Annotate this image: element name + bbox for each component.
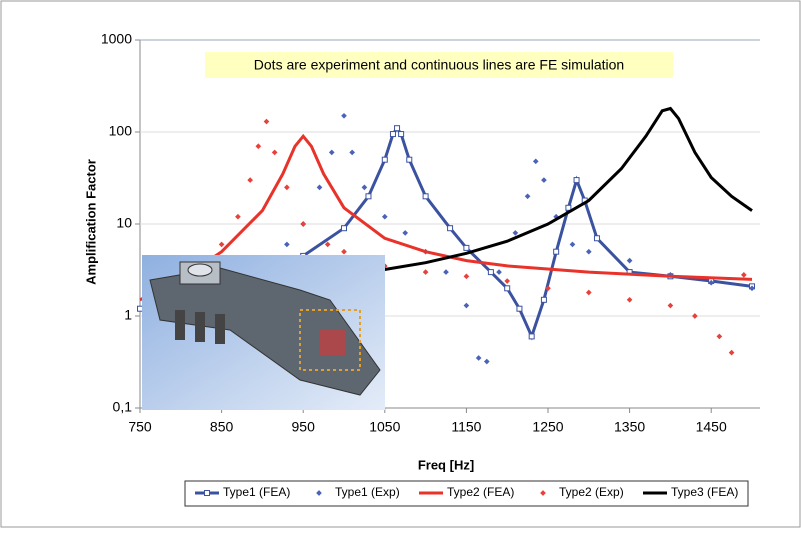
inset-image <box>142 255 385 410</box>
marker <box>138 306 143 311</box>
marker <box>488 270 493 275</box>
y-tick-label: 1 <box>124 307 132 323</box>
legend-label: Type2 (FEA) <box>447 485 514 499</box>
marker <box>541 297 546 302</box>
marker <box>423 194 428 199</box>
frame <box>1 1 800 527</box>
marker <box>342 226 347 231</box>
marker <box>390 132 395 137</box>
marker <box>366 194 371 199</box>
marker <box>594 236 599 241</box>
legend-label: Type2 (Exp) <box>559 485 624 499</box>
x-axis-label: Freq [Hz] <box>418 457 474 472</box>
x-tick-label: 1250 <box>532 419 563 435</box>
x-tick-label: 1150 <box>451 419 481 435</box>
marker <box>505 286 510 291</box>
marker <box>574 178 579 183</box>
x-tick-label: 750 <box>128 419 152 435</box>
legend-label: Type1 (Exp) <box>335 485 400 499</box>
marker <box>407 157 412 162</box>
legend-label: Type3 (FEA) <box>671 485 738 499</box>
marker <box>517 306 522 311</box>
x-tick-label: 850 <box>210 419 234 435</box>
annotation: Dots are experiment and continuous lines… <box>254 57 624 73</box>
x-tick-label: 1450 <box>696 419 727 435</box>
marker <box>554 249 559 254</box>
chart: 1000 100 10 1 0,1 750 850 950 1050 1150 1250 1350 14… <box>0 0 801 528</box>
y-axis-label: Amplification Factor <box>83 159 98 285</box>
marker <box>399 132 404 137</box>
y-tick-label: 10 <box>116 215 132 231</box>
marker <box>395 126 400 131</box>
x-tick-label: 1350 <box>614 419 645 435</box>
marker <box>382 157 387 162</box>
marker <box>464 245 469 250</box>
x-tick-label: 1050 <box>369 419 400 435</box>
marker <box>529 334 534 339</box>
marker <box>448 226 453 231</box>
legend-swatch <box>205 491 210 496</box>
x-tick-label: 950 <box>292 419 316 435</box>
y-tick-label: 0,1 <box>113 399 133 415</box>
y-tick-label: 1000 <box>101 31 132 47</box>
legend-label: Type1 (FEA) <box>223 485 290 499</box>
y-tick-label: 100 <box>109 123 133 139</box>
